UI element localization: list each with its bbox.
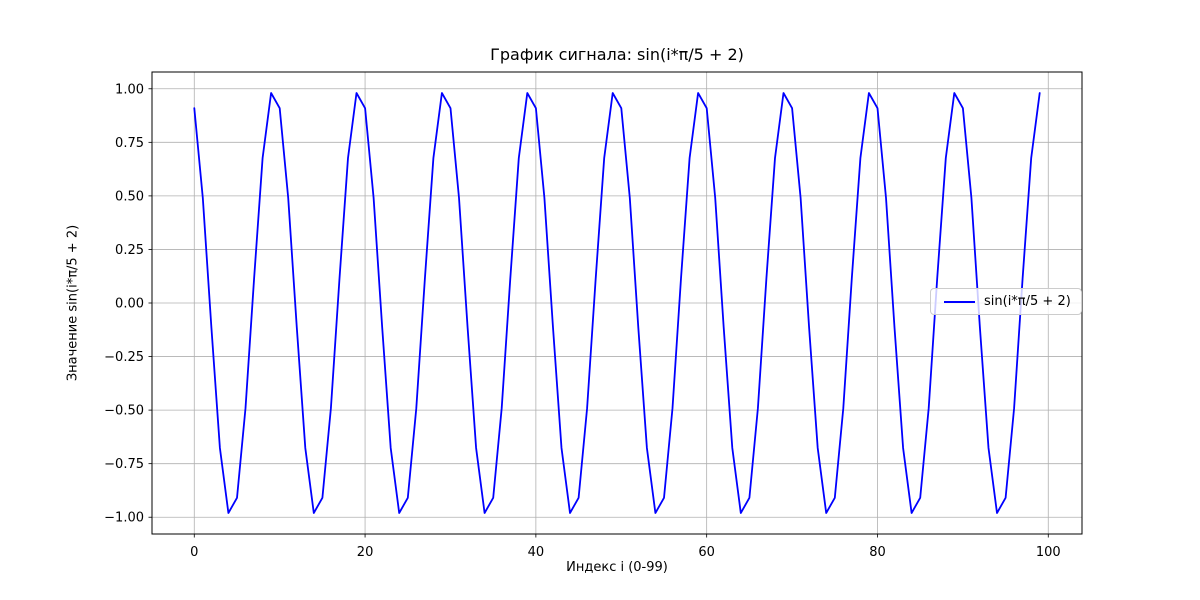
legend-label: sin(i*π/5 + 2) xyxy=(984,294,1071,309)
y-tick-label: −0.25 xyxy=(104,350,144,365)
x-tick-label: 100 xyxy=(1036,545,1061,560)
x-tick-label: 0 xyxy=(190,545,198,560)
legend-line-sample-icon xyxy=(944,300,975,303)
signal-line xyxy=(193,92,1041,514)
y-tick-label: −0.50 xyxy=(104,404,144,419)
y-tick-label: −0.75 xyxy=(104,457,144,472)
x-tick-label: 60 xyxy=(698,545,715,560)
x-tick-label: 20 xyxy=(357,545,374,560)
x-axis-label: Индекс i (0-99) xyxy=(566,560,668,575)
legend: sin(i*π/5 + 2) xyxy=(930,288,1082,315)
x-tick-label: 80 xyxy=(869,545,886,560)
y-tick-label: 0.00 xyxy=(115,297,144,312)
x-tick-label: 40 xyxy=(528,545,545,560)
y-tick-label: 0.75 xyxy=(115,136,144,151)
chart-title: График сигнала: sin(i*π/5 + 2) xyxy=(490,45,744,64)
y-axis-label: Значение sin(i*π/5 + 2) xyxy=(65,224,81,382)
plot-border xyxy=(151,71,1083,535)
y-tick-label: 1.00 xyxy=(115,82,144,97)
y-tick-label: 0.25 xyxy=(115,243,144,258)
y-tick-label: 0.50 xyxy=(115,189,144,204)
y-tick-label: −1.00 xyxy=(104,511,144,526)
